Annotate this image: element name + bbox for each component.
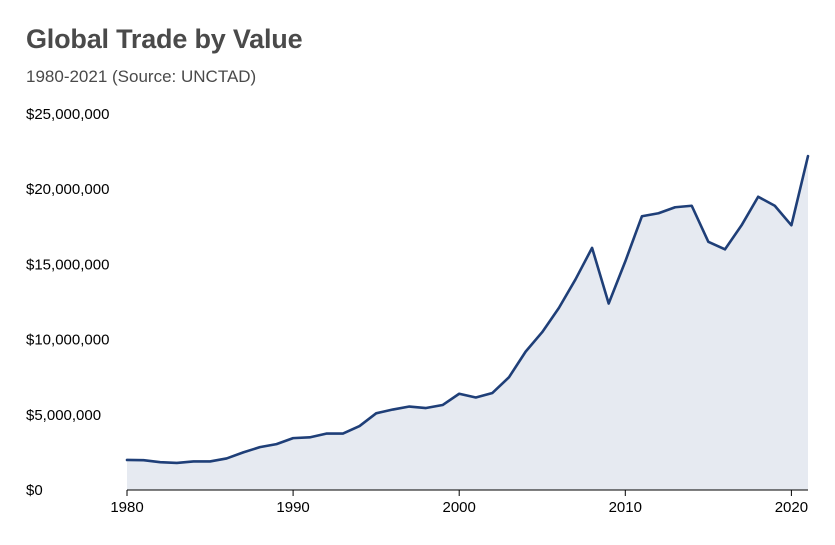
x-tick-label-2010: 2010 <box>609 499 642 516</box>
y-tick-label-4: $20,000,000 <box>26 181 109 198</box>
x-tick-label-2000: 2000 <box>443 499 476 516</box>
y-tick-label-0: $0 <box>26 482 43 499</box>
y-tick-label-3: $15,000,000 <box>26 256 109 273</box>
y-tick-label-2: $10,000,000 <box>26 332 109 349</box>
chart-subtitle: 1980-2021 (Source: UNCTAD) <box>26 67 257 86</box>
x-tick-label-1990: 1990 <box>276 499 309 516</box>
series-line <box>125 154 810 465</box>
y-tick-label-1: $5,000,000 <box>26 407 101 424</box>
x-tick-label-1980: 1980 <box>110 499 143 516</box>
chart-title: Global Trade by Value <box>26 24 303 54</box>
y-tick-label-5: $25,000,000 <box>26 106 109 123</box>
x-axis <box>126 489 808 496</box>
y-axis-labels: $0 $5,000,000 $10,000,000 $15,000,000 $20,00… <box>26 106 109 499</box>
x-axis-labels: 1980 1990 2000 2010 2020 <box>110 499 808 516</box>
x-tick-label-2020: 2020 <box>775 499 808 516</box>
area-layer <box>125 154 810 490</box>
area-fill <box>127 156 808 490</box>
